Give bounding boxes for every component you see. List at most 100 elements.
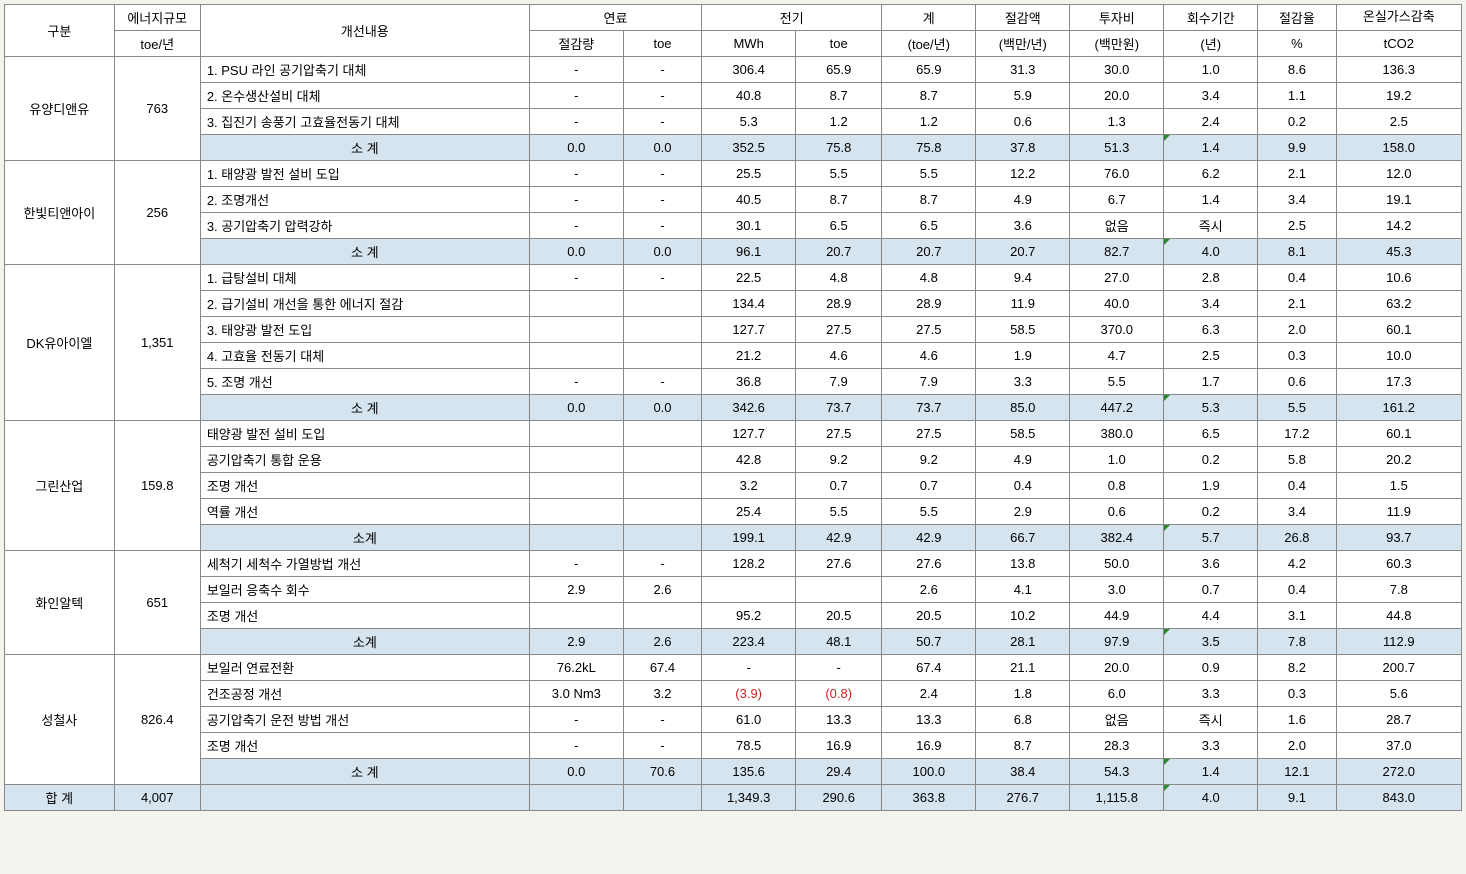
cell-rate: 4.2 [1258, 551, 1336, 577]
cell-fuel-toe [623, 343, 701, 369]
cell-payback: 1.4 [1164, 187, 1258, 213]
cell-ghg: 60.3 [1336, 551, 1461, 577]
cell-elec-toe: 75.8 [796, 135, 882, 161]
cell-elec-toe: 73.7 [796, 395, 882, 421]
cell-desc: 공기압축기 운전 방법 개선 [200, 707, 529, 733]
cell-ghg: 158.0 [1336, 135, 1461, 161]
cell-elec-toe: 7.9 [796, 369, 882, 395]
cell-ghg: 17.3 [1336, 369, 1461, 395]
cell-fuel-qty: - [529, 187, 623, 213]
subtotal-label: 소 계 [200, 135, 529, 161]
cell-invest: 20.0 [1070, 655, 1164, 681]
cell-invest: 없음 [1070, 707, 1164, 733]
cell-desc: 태양광 발전 설비 도입 [200, 421, 529, 447]
cell-fuel-qty: 0.0 [529, 239, 623, 265]
cell-total: 2.4 [882, 681, 976, 707]
cell-elec-toe: 9.2 [796, 447, 882, 473]
cell-elec-mwh: 61.0 [702, 707, 796, 733]
cell-payback: 0.7 [1164, 577, 1258, 603]
cell-savings: 3.6 [976, 213, 1070, 239]
cell-elec-mwh: 127.7 [702, 421, 796, 447]
table-row: 3. 태양광 발전 도입127.727.527.558.5370.06.32.0… [5, 317, 1462, 343]
cell-fuel-toe: - [623, 733, 701, 759]
cell-savings: 37.8 [976, 135, 1070, 161]
cell-fuel-toe: - [623, 187, 701, 213]
cell-total: 27.6 [882, 551, 976, 577]
cell-desc: 1. PSU 라인 공기압축기 대체 [200, 57, 529, 83]
cell-fuel-toe: 70.6 [623, 759, 701, 785]
cell-savings: 1.9 [976, 343, 1070, 369]
cell-rate: 12.1 [1258, 759, 1336, 785]
cell-savings: 5.9 [976, 83, 1070, 109]
cell-elec-mwh: 135.6 [702, 759, 796, 785]
hdr-elec2: toe [796, 31, 882, 57]
cell-total: 75.8 [882, 135, 976, 161]
table-row: 건조공정 개선3.0 Nm33.2(3.9)(0.8)2.41.86.03.30… [5, 681, 1462, 707]
cell-elec-toe: - [796, 655, 882, 681]
cell-desc: 1. 급탕설비 대체 [200, 265, 529, 291]
cell-total: 13.3 [882, 707, 976, 733]
cell-ghg: 7.8 [1336, 577, 1461, 603]
cell-ghg: 11.9 [1336, 499, 1461, 525]
cell-elec-mwh: 127.7 [702, 317, 796, 343]
cell-savings: 13.8 [976, 551, 1070, 577]
cell-payback: 3.4 [1164, 83, 1258, 109]
cell-savings: 0.6 [976, 109, 1070, 135]
cell-payback: 6.2 [1164, 161, 1258, 187]
cell-elec-mwh: 306.4 [702, 57, 796, 83]
cell-savings: 85.0 [976, 395, 1070, 421]
hdr-payback: 회수기간 [1164, 5, 1258, 31]
cell-savings: 58.5 [976, 317, 1070, 343]
table-row: DK유아이엘1,3511. 급탕설비 대체--22.54.84.89.427.0… [5, 265, 1462, 291]
cell-fuel-toe: - [623, 265, 701, 291]
cell-payback: 1.9 [1164, 473, 1258, 499]
table-row: 3. 공기압축기 압력강하--30.16.56.53.6없음즉시2.514.2 [5, 213, 1462, 239]
cell-rate: 8.6 [1258, 57, 1336, 83]
cell-savings: 58.5 [976, 421, 1070, 447]
cell-elec-toe: 5.5 [796, 161, 882, 187]
cell-desc: 세척기 세척수 가열방법 개선 [200, 551, 529, 577]
hdr-invest: 투자비 [1070, 5, 1164, 31]
cell-desc: 3. 집진기 송풍기 고효율전동기 대체 [200, 109, 529, 135]
cell-fuel-qty: 76.2kL [529, 655, 623, 681]
cell-rate: 0.6 [1258, 369, 1336, 395]
cell-fuel-toe: 2.6 [623, 629, 701, 655]
cell-fuel-qty [529, 447, 623, 473]
cell-elec-toe: 290.6 [796, 785, 882, 811]
cell-ghg: 19.1 [1336, 187, 1461, 213]
subtotal-label: 소 계 [200, 759, 529, 785]
cell-fuel-qty: - [529, 551, 623, 577]
subtotal-row: 소 계0.00.096.120.720.720.782.74.08.145.3 [5, 239, 1462, 265]
cell-savings: 4.1 [976, 577, 1070, 603]
table-header: 구분 에너지규모 개선내용 연료 전기 계 절감액 투자비 회수기간 절감율 온… [5, 5, 1462, 57]
subtotal-label: 소계 [200, 525, 529, 551]
cell-savings: 2.9 [976, 499, 1070, 525]
cell-fuel-toe [623, 473, 701, 499]
group-scale: 651 [114, 551, 200, 655]
subtotal-row: 소계199.142.942.966.7382.45.726.893.7 [5, 525, 1462, 551]
cell-fuel-qty: - [529, 213, 623, 239]
cell-elec-mwh: 3.2 [702, 473, 796, 499]
table-row: 2. 온수생산설비 대체--40.88.78.75.920.03.41.119.… [5, 83, 1462, 109]
cell-total: 28.9 [882, 291, 976, 317]
cell-fuel-toe [623, 785, 701, 811]
cell-fuel-toe: - [623, 707, 701, 733]
cell-elec-toe: 4.8 [796, 265, 882, 291]
cell-desc: 조명 개선 [200, 733, 529, 759]
cell-total: 67.4 [882, 655, 976, 681]
group-name: 그린산업 [5, 421, 115, 551]
cell-elec-mwh: 30.1 [702, 213, 796, 239]
cell-fuel-qty: 3.0 Nm3 [529, 681, 623, 707]
cell-fuel-toe [623, 499, 701, 525]
cell-rate: 17.2 [1258, 421, 1336, 447]
cell-fuel-qty [529, 785, 623, 811]
table-row: 2. 급기설비 개선을 통한 에너지 절감134.428.928.911.940… [5, 291, 1462, 317]
cell-elec-toe: 16.9 [796, 733, 882, 759]
hdr-scale: 에너지규모 [114, 5, 200, 31]
cell-elec-mwh: - [702, 655, 796, 681]
cell-payback: 즉시 [1164, 213, 1258, 239]
cell-elec-toe: 4.6 [796, 343, 882, 369]
cell-total: 8.7 [882, 187, 976, 213]
cell-rate: 2.1 [1258, 161, 1336, 187]
cell-payback: 0.2 [1164, 447, 1258, 473]
